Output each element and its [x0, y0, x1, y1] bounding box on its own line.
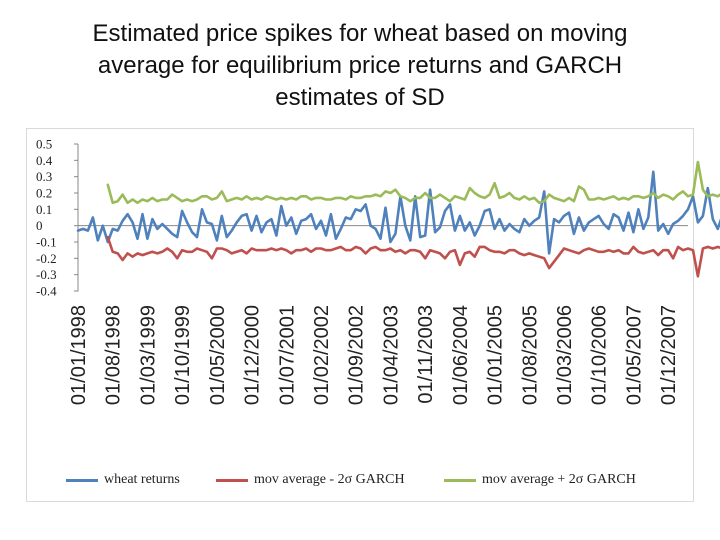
x-tick-label: 01/06/2004	[450, 305, 472, 405]
chart-title-line-2: average for equilibrium price returns an…	[97, 52, 623, 79]
x-tick-label: 01/03/2006	[554, 305, 576, 405]
y-tick-label: -0.2	[36, 251, 57, 266]
legend-label-wheat-returns: wheat returns	[104, 472, 180, 487]
x-tick-label: 01/10/1999	[172, 305, 194, 405]
y-tick-label: 0.4	[36, 153, 53, 168]
x-tick-label: 01/11/2003	[415, 305, 437, 404]
x-tick-label: 01/12/2007	[658, 305, 680, 405]
series-line-1	[106, 235, 720, 278]
legend-swatch-wheat-returns	[66, 478, 98, 482]
x-tick-label: 01/02/2002	[311, 305, 333, 405]
x-tick-label: 01/08/2005	[519, 305, 541, 405]
y-tick-label: -0.1	[36, 235, 57, 250]
y-tick-label: -0.3	[36, 267, 57, 282]
x-tick-label: 01/07/2001	[276, 305, 298, 405]
chart-title: Estimated price spikes for wheat based o…	[0, 18, 720, 114]
x-tick-label: 01/01/2005	[485, 305, 507, 405]
x-tick-label: 01/01/1998	[68, 305, 90, 405]
legend-swatch-lower-band	[216, 478, 248, 482]
x-tick-label: 01/08/1998	[103, 305, 125, 405]
chart-legend: wheat returns mov average - 2σ GARCH mov…	[60, 472, 680, 494]
x-tick-label: 01/03/1999	[137, 305, 159, 405]
y-tick-label: 0	[36, 218, 43, 233]
x-tick-label: 01/09/2002	[346, 305, 368, 405]
x-tick-label: 01/10/2006	[589, 305, 611, 405]
legend-item-upper-band: mov average + 2σ GARCH	[444, 472, 636, 488]
series-line-0	[76, 170, 720, 255]
chart-frame	[26, 128, 694, 502]
legend-swatch-upper-band	[444, 478, 476, 482]
y-tick-label: 0.2	[36, 186, 52, 201]
y-tick-label: 0.3	[36, 169, 52, 184]
y-tick-label: -0.4	[36, 284, 57, 299]
y-tick-label: 0.1	[36, 202, 52, 217]
chart-title-line-3: estimates of SD	[275, 84, 445, 111]
series-line-2	[106, 160, 720, 205]
x-tick-label: 01/05/2000	[207, 305, 229, 405]
x-tick-label: 01/04/2003	[380, 305, 402, 405]
legend-item-wheat-returns: wheat returns	[66, 472, 180, 488]
x-tick-label: 01/05/2007	[623, 305, 645, 405]
legend-item-lower-band: mov average - 2σ GARCH	[216, 472, 405, 488]
y-tick-label: 0.5	[36, 137, 52, 152]
legend-label-upper-band: mov average + 2σ GARCH	[482, 472, 636, 487]
x-tick-label: 01/12/2000	[242, 305, 264, 405]
legend-label-lower-band: mov average - 2σ GARCH	[254, 472, 405, 487]
chart-title-line-1: Estimated price spikes for wheat based o…	[92, 20, 628, 47]
